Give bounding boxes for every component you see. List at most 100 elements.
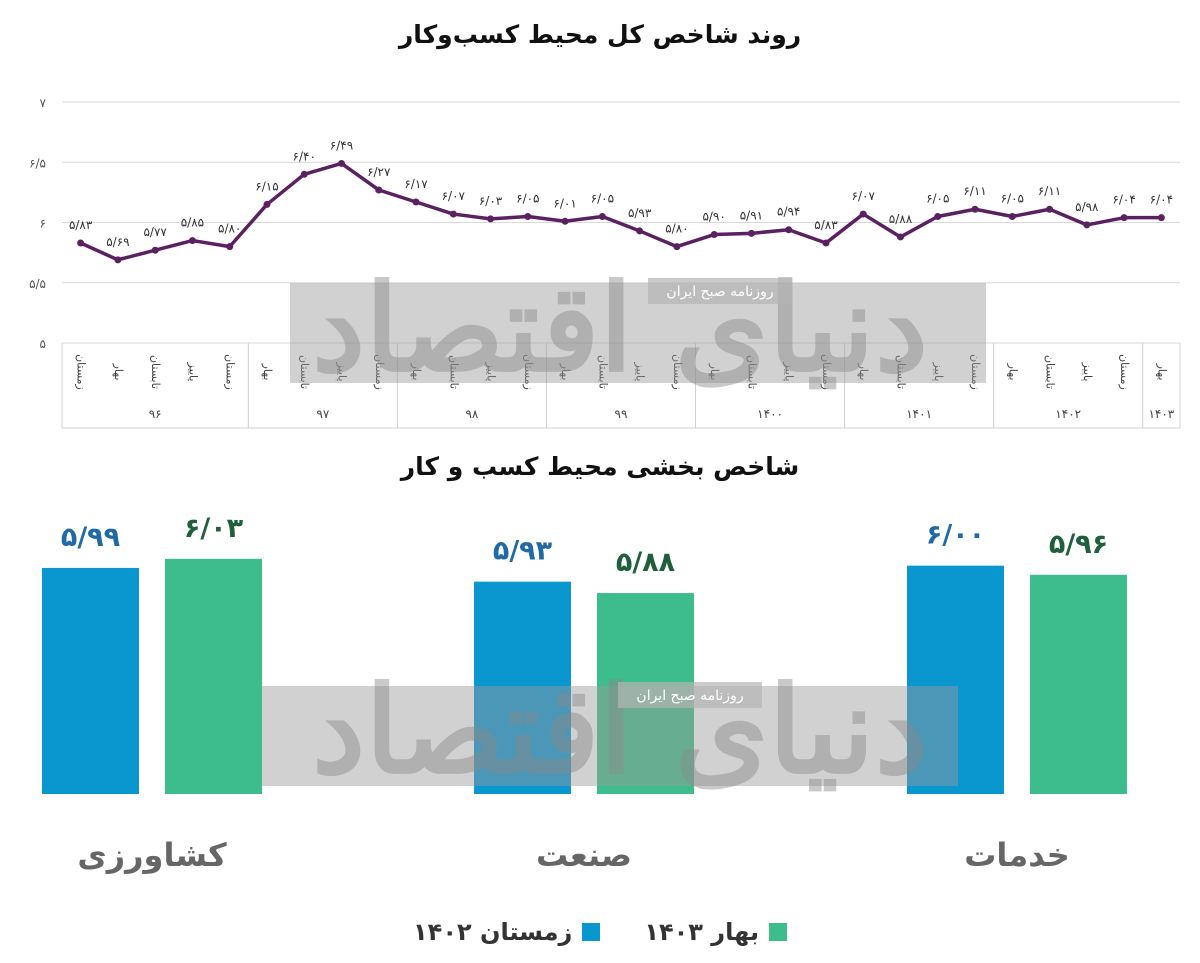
line-x-tick-label: پاییز bbox=[1081, 362, 1094, 382]
line-x-tick-label: بهار bbox=[1155, 363, 1168, 381]
line-data-label: ۶/۴۰ bbox=[293, 149, 316, 163]
line-data-point bbox=[449, 210, 457, 218]
line-x-tick-label: بهار bbox=[708, 363, 721, 381]
line-data-point bbox=[1083, 221, 1091, 229]
line-x-tick-label: تابستان bbox=[1044, 355, 1057, 389]
line-x-tick-label: بهار bbox=[857, 363, 870, 381]
bar bbox=[165, 558, 262, 794]
line-data-point bbox=[338, 159, 345, 167]
watermark-band bbox=[290, 283, 986, 383]
line-x-tick-label: بهار bbox=[261, 363, 274, 381]
line-data-label: ۶/۰۵ bbox=[926, 191, 949, 205]
line-data-label: ۶/۰۱ bbox=[553, 196, 576, 210]
bar-category-label: کشاورزی bbox=[77, 836, 227, 874]
line-data-label: ۵/۹۸ bbox=[1075, 200, 1099, 214]
line-x-group-label: ۹۷ bbox=[316, 407, 329, 421]
line-x-tick-label: بهار bbox=[559, 363, 572, 381]
line-data-label: ۵/۹۱ bbox=[740, 208, 763, 222]
line-x-tick-label: تابستان bbox=[895, 355, 908, 389]
line-data-point bbox=[785, 226, 793, 234]
line-data-label: ۶/۰۳ bbox=[479, 194, 503, 208]
line-chart-title: روند شاخص کل محیط کسب‌وکار bbox=[398, 20, 802, 49]
line-x-tick-label: تابستان bbox=[149, 355, 162, 389]
line-data-label: ۵/۸۰ bbox=[665, 222, 688, 236]
line-x-group-label: ۱۴۰۱ bbox=[906, 407, 932, 421]
line-data-label: ۵/۸۳ bbox=[69, 218, 93, 232]
line-data-label: ۶/۲۷ bbox=[367, 165, 391, 179]
line-x-tick-label: بهار bbox=[112, 363, 125, 381]
line-x-tick-label: پاییز bbox=[336, 362, 349, 382]
line-data-label: ۶/۰۵ bbox=[591, 191, 614, 205]
line-data-point bbox=[1008, 212, 1016, 220]
line-data-label: ۵/۸۳ bbox=[814, 218, 838, 232]
line-data-point bbox=[114, 256, 122, 264]
line-data-point bbox=[412, 198, 420, 206]
line-x-group-label: ۱۴۰۳ bbox=[1148, 407, 1174, 421]
line-y-tick-label: ۶/۵ bbox=[29, 156, 46, 170]
watermark-logo: دنیای اقتصاد bbox=[312, 258, 928, 399]
bar-data-label: ۵/۸۸ bbox=[616, 547, 676, 578]
line-data-point bbox=[897, 233, 904, 241]
line-y-tick-label: ۵/۵ bbox=[29, 277, 46, 291]
line-data-point bbox=[226, 243, 234, 251]
bar bbox=[474, 581, 571, 794]
bar bbox=[907, 565, 1004, 794]
line-x-group-label: ۹۶ bbox=[149, 407, 162, 421]
watermark-band bbox=[262, 686, 958, 786]
bar-chart-legend: بهار ۱۴۰۳ زمستان ۱۴۰۲ bbox=[0, 918, 1200, 946]
line-series-path bbox=[79, 161, 1162, 262]
line-data-point bbox=[487, 215, 495, 223]
bar-data-label: ۵/۹۶ bbox=[1049, 529, 1108, 560]
line-data-point bbox=[673, 243, 681, 251]
line-x-tick-label: زمستان bbox=[373, 354, 386, 390]
line-x-tick-label: تابستان bbox=[298, 355, 311, 389]
watermark-logo: دنیای اقتصاد bbox=[312, 660, 928, 801]
line-data-label: ۵/۷۷ bbox=[143, 225, 167, 239]
line-data-label: ۵/۸۵ bbox=[181, 216, 204, 230]
bar-data-label: ۵/۹۹ bbox=[61, 522, 120, 553]
line-x-group-label: ۹۹ bbox=[615, 407, 628, 421]
line-data-label: ۵/۸۰ bbox=[218, 222, 241, 236]
line-data-label: ۶/۰۵ bbox=[516, 191, 539, 205]
watermark-tag-box bbox=[648, 278, 792, 304]
line-data-point bbox=[263, 200, 271, 208]
line-x-tick-label: زمستان bbox=[820, 354, 833, 390]
legend-swatch-winter-1402 bbox=[582, 923, 601, 941]
line-data-label: ۶/۱۱ bbox=[1038, 184, 1061, 198]
line-x-tick-label: زمستان bbox=[522, 354, 535, 390]
line-x-tick-label: زمستان bbox=[1118, 354, 1131, 390]
line-data-point bbox=[375, 186, 383, 194]
line-data-point bbox=[598, 212, 606, 220]
line-data-point bbox=[1157, 214, 1165, 222]
line-data-point bbox=[1120, 214, 1128, 222]
line-data-label: ۶/۰۵ bbox=[1001, 191, 1024, 205]
line-data-point bbox=[859, 210, 867, 218]
legend-swatch-spring-1403 bbox=[769, 923, 787, 941]
bar-category-label: صنعت bbox=[536, 836, 632, 874]
line-x-group-label: ۹۸ bbox=[465, 407, 478, 421]
line-data-label: ۶/۰۷ bbox=[852, 189, 876, 203]
line-y-tick-label: ۷ bbox=[40, 96, 47, 110]
line-data-point bbox=[636, 227, 644, 235]
line-x-tick-label: زمستان bbox=[969, 354, 982, 390]
line-x-tick-label: تابستان bbox=[596, 355, 609, 389]
line-data-point bbox=[151, 246, 159, 254]
line-x-tick-label: پاییز bbox=[634, 362, 647, 382]
bar bbox=[1030, 574, 1127, 794]
line-x-tick-label: زمستان bbox=[75, 354, 88, 390]
line-data-label: ۵/۶۹ bbox=[106, 235, 129, 249]
bar-data-label: ۶/۰۰ bbox=[926, 520, 985, 551]
line-x-tick-label: بهار bbox=[410, 363, 423, 381]
line-data-label: ۶/۱۵ bbox=[255, 179, 278, 193]
legend-item-winter-1402: زمستان ۱۴۰۲ bbox=[413, 918, 601, 946]
line-y-tick-label: ۵ bbox=[40, 337, 46, 351]
line-x-group-label: ۱۴۰۰ bbox=[757, 407, 783, 421]
line-data-point bbox=[822, 239, 830, 247]
line-data-point bbox=[971, 205, 979, 213]
line-x-group-label: ۱۴۰۲ bbox=[1055, 407, 1081, 421]
line-x-tick-label: زمستان bbox=[671, 354, 684, 390]
bar-category-label: خدمات bbox=[964, 836, 1070, 874]
line-data-label: ۶/۰۷ bbox=[442, 189, 466, 203]
line-data-label: ۶/۴۹ bbox=[330, 138, 353, 152]
